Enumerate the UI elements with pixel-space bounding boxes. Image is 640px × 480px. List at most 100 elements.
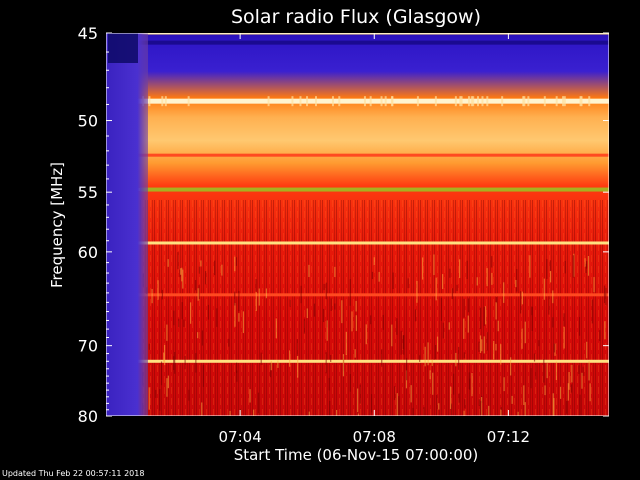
y-tick-label: 50 — [78, 112, 98, 131]
spectrogram-speckle — [163, 345, 166, 366]
spectrogram-speckle — [296, 339, 298, 357]
spectrogram-speckle — [234, 291, 236, 306]
spectrogram-speckle — [255, 292, 257, 312]
spectrogram-speckle — [229, 410, 231, 416]
band-speckle — [369, 96, 372, 107]
spectrogram-speckle — [207, 304, 210, 320]
spectrogram-speckle — [521, 328, 523, 349]
band-speckle — [161, 96, 164, 107]
spectrogram-speckle — [419, 355, 421, 362]
spectrogram-speckle — [396, 393, 398, 416]
band-speckle — [306, 96, 309, 107]
spectrogram-speckle — [463, 352, 465, 359]
spectrogram-speckle — [349, 279, 351, 298]
spectrogram-speckle — [459, 259, 461, 279]
spectrogram-speckle — [371, 271, 374, 280]
spectrogram-speckle — [238, 313, 240, 322]
spectrogram-speckle — [515, 279, 517, 288]
spectrogram-speckle — [549, 270, 552, 283]
spectrogram-speckle — [182, 269, 184, 289]
spectrogram-speckle — [359, 384, 361, 404]
band-speckle — [543, 96, 546, 107]
spectrogram-speckle — [578, 316, 581, 336]
frequency-band — [136, 293, 609, 297]
spectrogram-speckle — [392, 272, 394, 290]
spectrogram-speckle — [581, 372, 583, 389]
spectrogram-speckle — [406, 358, 408, 381]
spectrogram-speckle — [438, 403, 440, 410]
spectrogram-speckle — [571, 364, 573, 383]
spectrogram-speckle — [555, 361, 558, 381]
spectrogram-speckle — [378, 271, 380, 282]
spectrogram-speckle — [463, 298, 465, 318]
spectrogram-speckle — [381, 349, 383, 367]
spectrogram-speckle — [546, 259, 548, 279]
spectrogram-speckle — [257, 392, 260, 414]
spectrogram-speckle — [432, 372, 434, 395]
spectrogram-speckle — [478, 399, 480, 406]
spectrogram-speckle — [265, 288, 268, 299]
pre-start-dark-top — [108, 33, 138, 63]
spectrogram-speckle — [197, 288, 199, 301]
spectrogram-speckle — [546, 363, 548, 379]
band-speckle — [267, 96, 270, 107]
spectrogram-speckle — [357, 388, 359, 413]
spectrogram-speckle — [543, 278, 545, 300]
spectrogram-speckle — [552, 393, 554, 416]
spectrogram-speckle — [479, 307, 482, 330]
spectrogram-speckle — [436, 395, 438, 416]
band-speckle — [523, 96, 526, 107]
spectrogram-speckle — [330, 354, 332, 362]
band-speckle — [460, 96, 463, 107]
spectrogram-speckle — [198, 266, 201, 274]
spectrogram-speckle — [357, 413, 359, 416]
spectrogram-speckle — [335, 409, 338, 416]
spectrogram-speckle — [216, 308, 218, 327]
spectrogram-speckle — [458, 346, 460, 370]
spectrogram-speckle — [414, 309, 417, 322]
y-tick-label: 55 — [78, 183, 98, 202]
spectrogram-speckle — [568, 372, 570, 390]
spectrogram-speckle — [453, 373, 455, 395]
spectrogram-speckle — [341, 300, 343, 324]
spectrogram-speckle — [297, 355, 299, 378]
frequency-band — [136, 40, 609, 45]
spectrogram-speckle — [553, 343, 556, 353]
spectrogram-speckle — [553, 398, 555, 416]
spectrogram-speckle — [543, 359, 545, 383]
spectrogram-speckle — [423, 407, 425, 416]
band-speckle — [486, 96, 489, 107]
spectrogram-speckle — [197, 332, 199, 339]
spectrogram-speckle — [469, 378, 471, 390]
spectrogram-speckle — [351, 311, 353, 332]
spectrogram-speckle — [253, 409, 255, 416]
spectrogram-speckle — [605, 287, 607, 306]
band-speckle — [363, 96, 366, 107]
band-speckle — [454, 96, 457, 107]
spectrogram-speckle — [345, 331, 347, 356]
band-speckle — [434, 96, 437, 107]
band-speckle — [481, 96, 484, 107]
x-axis-label: Start Time (06-Nov-15 07:00:00) — [234, 446, 479, 464]
spectrogram-speckle — [566, 400, 568, 414]
spectrogram-speckle — [480, 397, 483, 416]
spectrogram-speckle — [201, 402, 203, 416]
spectrogram-speckle — [524, 402, 526, 416]
spectrogram-speckle — [234, 256, 236, 272]
band-speckle — [148, 96, 151, 107]
spectrogram-speckle — [349, 374, 351, 392]
spectrogram-speckle — [483, 306, 485, 326]
spectrogram-speckle — [570, 384, 573, 393]
spectrogram-speckle — [181, 267, 183, 282]
spectrogram-speckle — [589, 383, 591, 402]
pre-start-blue-region — [106, 33, 148, 416]
spectrogram-speckle — [442, 322, 444, 339]
spectrogram-speckle — [183, 319, 185, 327]
spectrogram-speckle — [429, 370, 431, 380]
spectrogram-speckle — [516, 269, 518, 292]
spectrogram-speckle — [503, 377, 505, 392]
band-speckle — [522, 96, 525, 107]
spectrogram-speckle — [486, 268, 488, 287]
spectrogram-speckle — [198, 285, 200, 300]
spectrogram-speckle — [393, 386, 396, 401]
